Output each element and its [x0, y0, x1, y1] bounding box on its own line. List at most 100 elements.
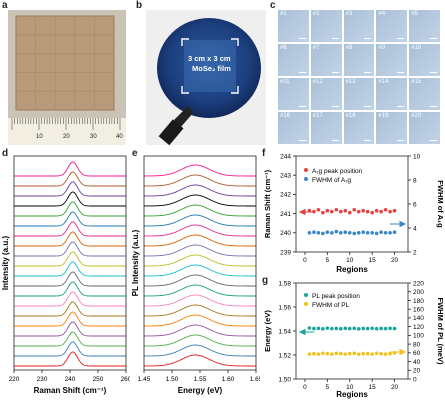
legend-entry-fwhm: FWHM of PL — [312, 302, 350, 309]
data-point — [379, 326, 383, 331]
tile-label: #15 — [411, 79, 422, 85]
spectrum-line — [14, 161, 126, 177]
panel-label-f: f — [262, 148, 266, 159]
spectrum-line — [144, 234, 256, 247]
optical-image-tile: #17 — [310, 112, 342, 144]
x-tick-label: 1.50 — [166, 376, 179, 383]
tile-label: #7 — [312, 45, 320, 51]
data-point — [356, 327, 361, 331]
data-point — [339, 326, 343, 331]
y-tick-label-right: 10 — [413, 153, 421, 160]
legend-entry-peak: PL peak position — [312, 293, 360, 300]
x-tick-label: 1.60 — [222, 376, 235, 383]
tile-label: #1 — [280, 11, 287, 17]
spectrum-line — [14, 201, 126, 217]
optical-image-tile: #9 — [376, 44, 408, 76]
scale-bar — [397, 71, 405, 73]
y-tick-label-right: 60 — [413, 350, 421, 357]
data-point — [374, 351, 379, 356]
scale-bar — [429, 139, 437, 141]
optical-image-tile: #14 — [376, 78, 408, 110]
x-tick-label: 5 — [326, 384, 330, 391]
spectrum-line — [14, 321, 126, 337]
data-point — [312, 351, 316, 356]
optical-image-tile: #13 — [343, 78, 375, 110]
optical-image-tile: #11 — [278, 78, 309, 110]
data-point — [383, 207, 388, 212]
pl-spectra-chart: 1.45 1.50 1.55 1.60 1.65 Energy (eV) PL Inte… — [131, 155, 260, 395]
tile-label: #18 — [345, 113, 356, 119]
spectrum-line — [14, 211, 126, 227]
data-point — [307, 231, 312, 235]
data-point — [347, 210, 352, 215]
data-point — [339, 351, 343, 356]
y-tick-label-right: 200 — [413, 289, 424, 296]
data-point — [339, 231, 343, 235]
spectrum-line — [144, 214, 256, 227]
optical-image-tile: #19 — [376, 112, 408, 144]
data-point — [356, 352, 361, 356]
y-axis-label: PL Intensity (a.u.) — [131, 229, 140, 296]
spectrum-line — [144, 324, 256, 337]
optical-image-tile: #8 — [343, 44, 375, 76]
scale-bar — [364, 37, 372, 39]
spectrum-line — [144, 244, 256, 257]
scale-bar — [397, 37, 405, 39]
tile-label: #4 — [378, 11, 386, 17]
data-point — [334, 207, 339, 212]
scale-bar — [397, 139, 405, 141]
data-point — [316, 231, 321, 235]
y-tick-label-left: 1.56 — [278, 304, 291, 311]
data-point — [356, 209, 361, 214]
right-axis-arrow — [390, 348, 407, 356]
spectrum-line — [14, 231, 126, 247]
data-point — [334, 351, 339, 356]
data-point — [343, 208, 348, 213]
data-point — [312, 230, 316, 234]
ruler-number: 30 — [90, 134, 97, 140]
x-tick-label: 10 — [346, 384, 354, 391]
spectrum-line — [14, 351, 126, 367]
data-point — [388, 231, 392, 235]
data-point — [352, 351, 357, 356]
wafer-photo: 3 cm x 3 cm MoSe₂ film — [146, 10, 266, 145]
data-point — [365, 209, 370, 214]
data-point — [361, 326, 365, 331]
optical-image-tile: #3 — [343, 10, 375, 42]
data-point — [379, 230, 383, 234]
y-tick-label-right: 220 — [413, 280, 424, 287]
tile-label: #13 — [345, 79, 356, 85]
spectrum-line — [144, 224, 256, 237]
x-tick-label: 10 — [346, 257, 354, 264]
scale-bar — [331, 71, 339, 73]
tile-label: #12 — [312, 79, 323, 85]
data-point — [334, 326, 339, 331]
spectrum-line — [144, 284, 256, 297]
data-point — [347, 326, 352, 331]
x-tick-label: 230 — [37, 376, 48, 383]
y-tick-label-left: 240 — [280, 230, 291, 237]
data-point — [321, 231, 325, 236]
tile-label: #17 — [312, 113, 323, 119]
optical-image-tile: #10 — [409, 44, 440, 76]
spectrum-line — [144, 264, 256, 277]
data-point — [307, 326, 312, 330]
x-axis-label: Regions — [336, 265, 368, 274]
spectrum-line — [144, 254, 256, 267]
ruler-number: 20 — [63, 134, 70, 140]
data-point — [307, 352, 312, 356]
data-point — [325, 230, 330, 234]
data-point — [388, 209, 392, 214]
legend-entry-fwhm: FWHM of A₁g — [312, 177, 351, 184]
data-point — [370, 352, 374, 356]
data-point — [325, 351, 330, 356]
spectrum-line — [14, 341, 126, 357]
scale-bar — [429, 105, 437, 107]
y-tick-label-left: 243 — [280, 173, 291, 180]
tile-label: #19 — [378, 113, 389, 119]
data-point — [365, 351, 370, 356]
film-size-label: 3 cm x 3 cm — [188, 54, 231, 63]
x-tick-label: 0 — [303, 257, 307, 264]
y-tick-label-right: 120 — [413, 324, 424, 331]
film-photo-with-ruler: 10 20 30 40 — [8, 10, 126, 145]
